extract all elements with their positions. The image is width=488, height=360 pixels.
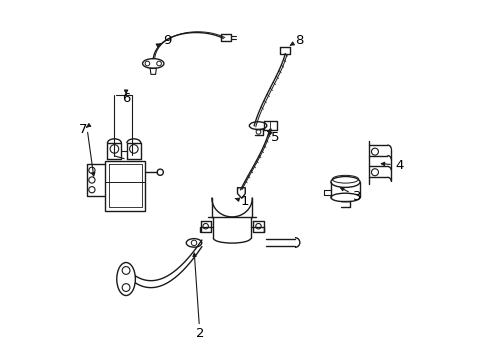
- Text: 7: 7: [79, 123, 87, 136]
- Text: 1: 1: [240, 195, 248, 208]
- Text: 9: 9: [163, 34, 171, 47]
- Text: 5: 5: [271, 131, 279, 144]
- Text: 3: 3: [352, 190, 361, 203]
- Text: 2: 2: [195, 327, 203, 340]
- Text: 8: 8: [294, 34, 303, 47]
- Text: 6: 6: [122, 92, 130, 105]
- Text: 4: 4: [395, 159, 403, 172]
